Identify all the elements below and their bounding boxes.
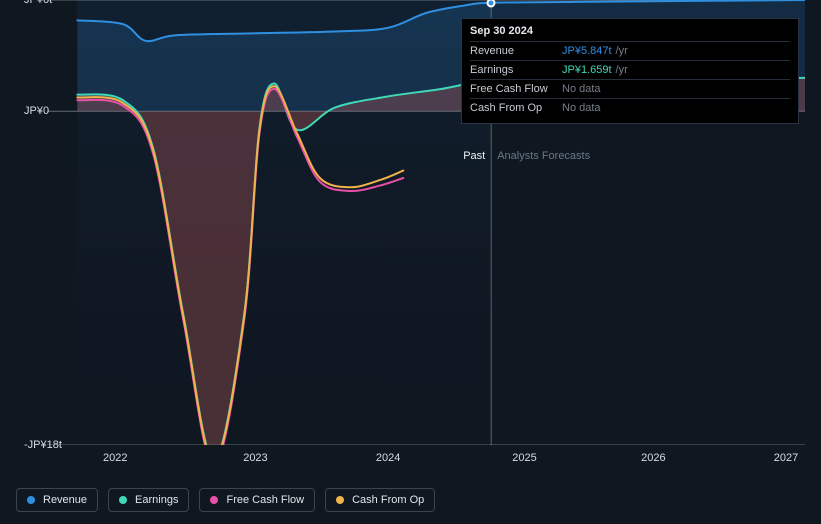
tooltip-row: RevenueJP¥5.847t/yr — [470, 41, 790, 60]
legend-swatch — [210, 496, 218, 504]
x-axis-label: 2025 — [512, 452, 536, 464]
legend-label: Earnings — [135, 494, 178, 506]
legend-item-cfo[interactable]: Cash From Op — [325, 488, 435, 512]
tooltip-row: Free Cash FlowNo data — [470, 79, 790, 98]
tooltip-row-label: Free Cash Flow — [470, 83, 562, 95]
tooltip-row-label: Earnings — [470, 64, 562, 76]
forecast-label: Analysts Forecasts — [497, 150, 590, 162]
tooltip-row-value: No data — [562, 83, 601, 95]
tooltip-row-suffix: /yr — [616, 45, 628, 57]
y-axis-label: -JP¥18t — [24, 439, 62, 451]
x-axis-label: 2027 — [774, 452, 798, 464]
tooltip-row-value: JP¥1.659t — [562, 64, 612, 76]
tooltip-row: EarningsJP¥1.659t/yr — [470, 60, 790, 79]
legend: Revenue Earnings Free Cash Flow Cash From O… — [16, 488, 435, 512]
tooltip-row-suffix: /yr — [616, 64, 628, 76]
tooltip-row-value: JP¥5.847t — [562, 45, 612, 57]
y-axis-label: JP¥6t — [24, 0, 52, 6]
legend-swatch — [27, 496, 35, 504]
x-axis-label: 2026 — [641, 452, 665, 464]
legend-swatch — [119, 496, 127, 504]
legend-swatch — [336, 496, 344, 504]
legend-label: Cash From Op — [352, 494, 424, 506]
tooltip-row-value: No data — [562, 102, 601, 114]
y-axis-label: JP¥0 — [24, 105, 49, 117]
legend-item-revenue[interactable]: Revenue — [16, 488, 98, 512]
x-axis-label: 2024 — [376, 452, 400, 464]
tooltip-row-label: Cash From Op — [470, 102, 562, 114]
tooltip-row: Cash From OpNo data — [470, 98, 790, 117]
x-axis-label: 2023 — [243, 452, 267, 464]
legend-item-earnings[interactable]: Earnings — [108, 488, 189, 512]
tooltip-row-label: Revenue — [470, 45, 562, 57]
legend-item-fcf[interactable]: Free Cash Flow — [199, 488, 315, 512]
tooltip: Sep 30 2024 RevenueJP¥5.847t/yrEarningsJ… — [461, 18, 799, 124]
x-axis-label: 2022 — [103, 452, 127, 464]
legend-label: Free Cash Flow — [226, 494, 304, 506]
legend-label: Revenue — [43, 494, 87, 506]
tooltip-title: Sep 30 2024 — [470, 25, 790, 41]
past-label: Past — [463, 150, 485, 162]
